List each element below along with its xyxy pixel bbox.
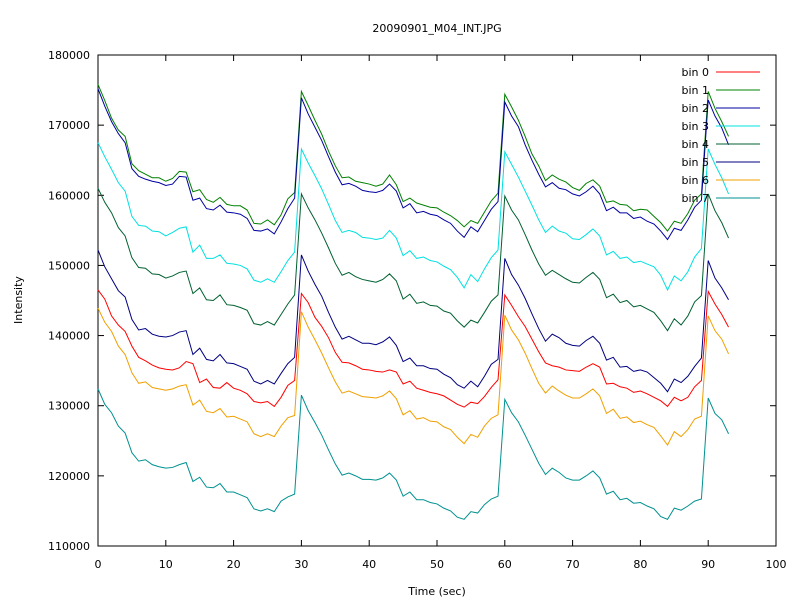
x-tick-label: 20: [227, 558, 241, 571]
series-line-bin-5: [97, 249, 729, 393]
x-tick-label: 40: [362, 558, 376, 571]
series-line-bin-0: [97, 289, 729, 408]
legend-label: bin 4: [681, 138, 709, 151]
plot-frame: [97, 54, 777, 547]
y-tick-label: 150000: [48, 259, 90, 272]
x-axis-label: Time (sec): [407, 585, 466, 598]
x-tick-label: 50: [430, 558, 444, 571]
series-line-bin-3: [97, 142, 730, 292]
legend-label: bin 6: [681, 174, 709, 187]
x-tick-label: 60: [498, 558, 512, 571]
x-tick-label: 70: [566, 558, 580, 571]
legend: bin 0 bin 1 bin 2 bin 3 bin 4 bin 5 bin 6 bin 7: [681, 66, 760, 205]
series-line-bin-6: [97, 307, 729, 446]
x-tick-label: 80: [633, 558, 647, 571]
chart-title: 20090901_M04_INT.JPG: [372, 22, 501, 35]
y-axis-label: Intensity: [12, 276, 25, 324]
series-line-bin-4: [97, 188, 729, 332]
legend-label: bin 2: [681, 102, 709, 115]
axes: 0 10 20 30 40 50 60 70 80 90 100 110000 120000 130000…: [48, 49, 787, 571]
x-tick-label: 0: [95, 558, 102, 571]
y-tick-label: 170000: [48, 119, 90, 132]
y-tick-label: 160000: [48, 189, 90, 202]
series-line-bin-2: [97, 88, 730, 241]
legend-label: bin 3: [681, 120, 709, 133]
y-tick-label: 110000: [48, 540, 90, 553]
y-tick-label: 180000: [48, 49, 90, 62]
legend-label: bin 7: [681, 192, 709, 205]
x-tick-label: 30: [294, 558, 308, 571]
x-tick-label: 90: [701, 558, 715, 571]
x-tick-label: 100: [766, 558, 787, 571]
y-tick-label: 130000: [48, 400, 90, 413]
y-tick-label: 140000: [48, 330, 90, 343]
legend-label: bin 1: [681, 84, 709, 97]
legend-label: bin 0: [681, 66, 709, 79]
y-tick-label: 120000: [48, 470, 90, 483]
legend-label: bin 5: [681, 156, 709, 169]
series-lines: [97, 84, 730, 520]
series-line-bin-7: [97, 388, 729, 520]
series-line-bin-1: [97, 84, 729, 232]
x-tick-label: 10: [159, 558, 173, 571]
